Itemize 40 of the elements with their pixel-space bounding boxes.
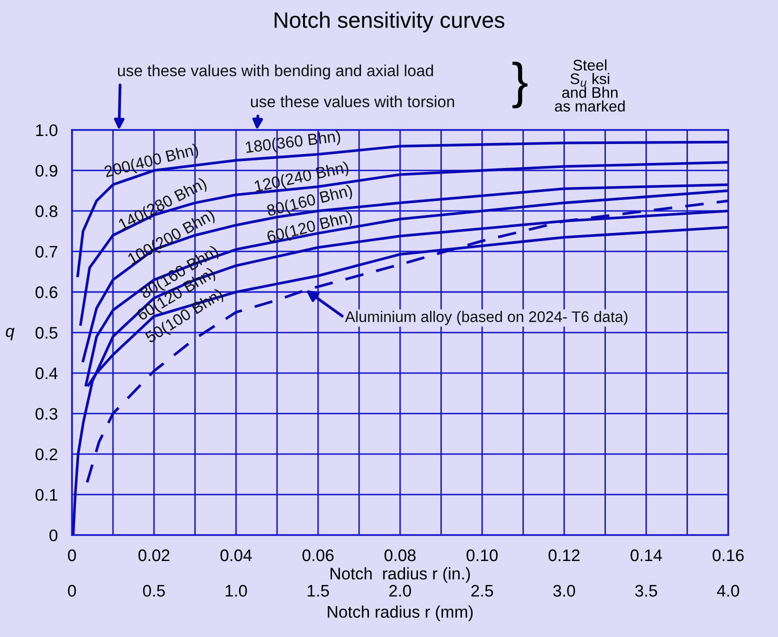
y-tick-label: 0.8 bbox=[36, 205, 58, 218]
y-tick-label: 0.2 bbox=[36, 448, 58, 460]
y-tick-label: 0.5 bbox=[36, 326, 58, 339]
y-tick-label: 0.9 bbox=[36, 164, 58, 177]
x-tick-label: 0.06 bbox=[302, 549, 334, 562]
x2-tick-label: 0 bbox=[68, 584, 76, 597]
x2-tick-label: 4.0 bbox=[717, 584, 740, 597]
y-tick-label: 0.7 bbox=[36, 246, 58, 258]
y-tick-label: 0.1 bbox=[36, 488, 58, 501]
chart-title: Notch sensitivity curves bbox=[274, 12, 504, 32]
annotation: Aluminium alloy (based on 2024- T6 data) bbox=[345, 310, 628, 326]
text: Steel S$_{u}$ ksi and Bhn as marked bbox=[554, 59, 625, 112]
x-tick-label: 0.02 bbox=[138, 549, 170, 562]
text: use these values with torsion bbox=[251, 96, 454, 108]
x-tick-label: 0.04 bbox=[220, 549, 252, 562]
x2-tick-label: 2.0 bbox=[389, 584, 412, 597]
x2-tick-label: 3.5 bbox=[635, 584, 658, 597]
x-tick-label: 0 bbox=[68, 549, 76, 562]
text: use these values with bending and axial load bbox=[118, 64, 433, 80]
y-axis-title: q bbox=[6, 328, 14, 340]
x-tick-label: 0.12 bbox=[548, 549, 580, 562]
x2-tick-label: 2.5 bbox=[471, 584, 494, 597]
y-tick-label: 0.6 bbox=[36, 286, 58, 298]
annotation: 180(360 Bhn) bbox=[245, 130, 341, 156]
text: } bbox=[512, 62, 528, 108]
x2-tick-label: 1.5 bbox=[308, 585, 329, 597]
y-tick-label: 0.3 bbox=[36, 408, 58, 420]
x2-tick-label: 3.0 bbox=[553, 584, 576, 597]
x2-tick-label: 0.5 bbox=[143, 584, 165, 597]
x-tick-label: 0.10 bbox=[466, 549, 498, 562]
y-tick-label: 0 bbox=[49, 529, 58, 542]
x2-axis-title: Notch radius r (mm) bbox=[328, 606, 473, 622]
annotation: 200(400 Bhn) bbox=[104, 143, 200, 180]
x-tick-label: 0.14 bbox=[630, 549, 662, 562]
x-tick-label: 0.16 bbox=[712, 549, 744, 562]
y-tick-label: 1.0 bbox=[36, 124, 58, 136]
y-tick-label: 0.4 bbox=[36, 367, 58, 380]
x-tick-label: 0.08 bbox=[384, 549, 416, 562]
x2-tick-label: 1.0 bbox=[226, 584, 247, 597]
x-axis-title: Notch radius r (in.) bbox=[330, 567, 470, 583]
